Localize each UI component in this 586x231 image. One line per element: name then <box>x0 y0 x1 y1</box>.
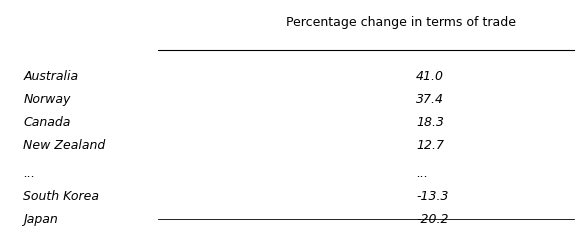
Text: -13.3: -13.3 <box>416 189 448 202</box>
Text: Percentage change in terms of trade: Percentage change in terms of trade <box>287 16 516 29</box>
Text: 41.0: 41.0 <box>416 69 444 82</box>
Text: Norway: Norway <box>23 92 71 105</box>
Text: ...: ... <box>416 166 428 179</box>
Text: Canada: Canada <box>23 116 71 128</box>
Text: 37.4: 37.4 <box>416 92 444 105</box>
Text: 12.7: 12.7 <box>416 139 444 152</box>
Text: ...: ... <box>23 166 35 179</box>
Text: New Zealand: New Zealand <box>23 139 105 152</box>
Text: -20.2: -20.2 <box>416 213 448 225</box>
Text: Japan: Japan <box>23 213 58 225</box>
Text: Australia: Australia <box>23 69 79 82</box>
Text: 18.3: 18.3 <box>416 116 444 128</box>
Text: South Korea: South Korea <box>23 189 100 202</box>
